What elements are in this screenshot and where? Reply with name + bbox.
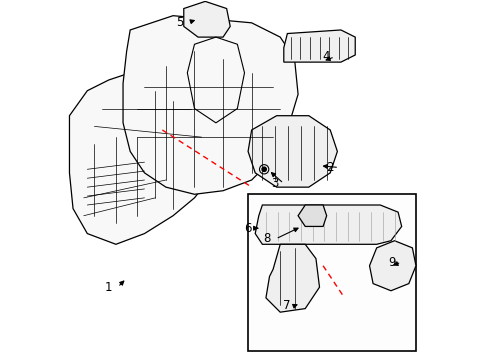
Text: 8: 8 xyxy=(263,233,270,246)
Text: 7: 7 xyxy=(283,298,290,311)
Text: 1: 1 xyxy=(104,281,112,294)
Text: 2: 2 xyxy=(325,161,333,174)
Polygon shape xyxy=(369,241,415,291)
Text: 3: 3 xyxy=(270,177,278,190)
Text: 5: 5 xyxy=(176,15,183,28)
Text: 9: 9 xyxy=(387,256,395,269)
Text: 4: 4 xyxy=(322,50,329,63)
Polygon shape xyxy=(123,16,298,194)
Circle shape xyxy=(262,167,266,171)
Polygon shape xyxy=(247,116,337,187)
Text: 6: 6 xyxy=(244,222,251,235)
Polygon shape xyxy=(298,205,326,226)
Polygon shape xyxy=(283,30,354,62)
Bar xyxy=(247,194,415,351)
Polygon shape xyxy=(183,1,230,37)
Polygon shape xyxy=(255,205,401,244)
Polygon shape xyxy=(69,73,216,244)
Polygon shape xyxy=(265,244,319,312)
